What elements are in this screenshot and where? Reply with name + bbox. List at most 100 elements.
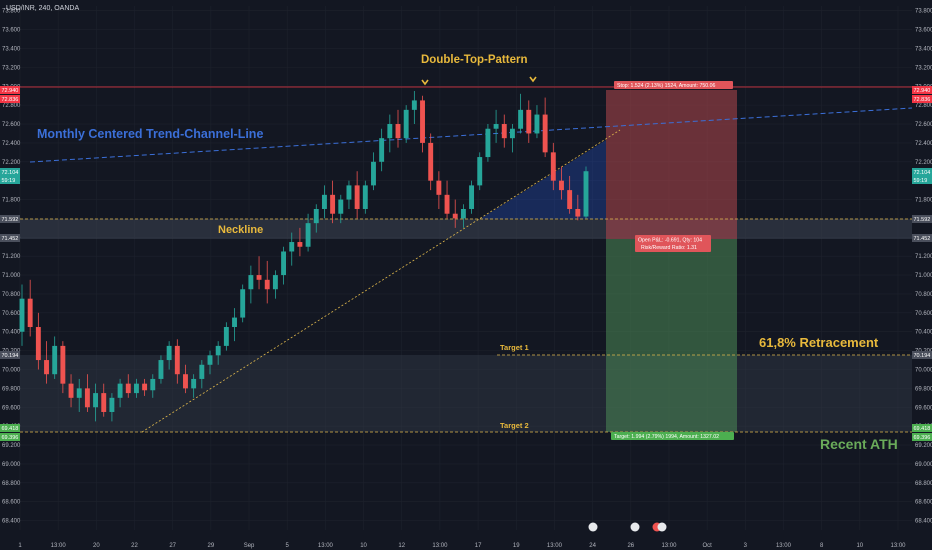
candle-body [395,124,401,139]
x-tick-label: 13:00 [432,543,448,549]
left-price-tags: 72.940 72.836 72.104 59:19 71.592 71.452 70.19… [0,86,20,441]
candle-body [133,383,139,394]
trend-channel-line[interactable] [29,107,913,163]
x-tick-label: 26 [627,543,634,549]
y-tick-label: 71.000 [915,273,932,279]
candle-body [518,109,524,129]
y-tick-label: 72.800 [915,103,932,109]
y-tick-label: 69.600 [915,405,932,411]
y-tick-label: 70.800 [915,292,932,298]
y-tick-label: 70.400 [2,330,21,336]
stop-label-box [614,81,733,89]
y-tick-label: 71.800 [2,198,21,204]
candle-body [150,378,156,391]
y-tick-label: 70.800 [2,292,21,298]
x-tick-label: 17 [475,543,482,549]
y-tick-label: 69.000 [2,462,21,468]
y-tick-label: 68.400 [915,519,932,525]
candle-body [460,208,466,219]
target-zone[interactable] [606,239,737,432]
price-tag [0,176,20,184]
target1-label: Target 1 [500,343,529,352]
target2-label: Target 2 [500,421,529,430]
candle-body [223,327,229,346]
price-tag-label: 71.452 [2,236,19,242]
candle-body [469,185,475,209]
y-tick-label: 71.000 [2,273,21,279]
y-tick-label: 68.400 [2,519,21,525]
candle-body [509,128,515,139]
x-tick-label: Sep [244,543,255,549]
candle-body [387,124,393,139]
candle-body [534,114,540,134]
candle-body [452,213,458,219]
event-icon[interactable] [657,522,667,532]
double-top-label: Double-Top-Pattern [421,54,527,66]
price-tag-label: 59:19 [2,178,16,184]
x-tick-label: 19 [513,543,520,549]
candle-body [338,199,344,214]
price-tag-label: 72.104 [2,170,19,176]
candle-body [84,388,90,408]
y-tick-label: 73.800 [915,9,932,15]
candles-group [19,90,589,422]
rr-label: Risk/Reward Ratio: 1.31 [641,245,697,251]
y-tick-label: 70.000 [2,367,21,373]
y-tick-label: 69.200 [2,443,21,449]
trend-channel-label: Monthly Centered Trend-Channel-Line [37,127,263,141]
x-tick-label: 20 [93,543,100,549]
price-tag [912,176,932,184]
y-tick-label: 69.800 [2,386,21,392]
y-tick-label: 73.400 [915,46,932,52]
time-axis[interactable]: 1 13:00 20 22 27 29 Sep 5 13:00 10 12 13:00 17 19 13:0… [18,543,906,549]
price-tag-label: 71.452 [914,236,931,242]
price-tag [0,433,20,441]
y-tick-label: 72.600 [2,122,21,128]
price-tag-label: 69.396 [914,435,931,441]
x-tick-label: 10 [360,543,367,549]
y-tick-label: 73.800 [2,9,21,15]
candle-body [76,388,82,398]
stop-zone[interactable] [606,90,737,239]
candle-body [403,109,409,139]
x-tick-label: 13:00 [547,543,563,549]
candle-body [215,345,221,356]
candle-body [493,124,499,129]
candle-body [60,345,66,384]
grid-lines [19,6,912,530]
candle-body [191,378,197,389]
x-tick-label: 3 [744,543,748,549]
price-tag-label: 69.396 [2,435,19,441]
price-tag-label: 72.940 [914,88,931,94]
price-tag-label: 72.940 [2,88,19,94]
y-tick-label: 73.600 [915,28,932,34]
candle-body [436,180,442,195]
y-tick-label: 72.400 [2,141,21,147]
y-tick-label: 69.000 [915,462,932,468]
event-icons[interactable] [588,522,667,532]
x-tick-label: Oct [702,543,712,549]
y-tick-label: 73.200 [2,65,21,71]
price-tag-label: 72.104 [914,170,931,176]
y-tick-label: 68.600 [915,500,932,506]
x-tick-label: 29 [208,543,215,549]
y-tick-label: 68.800 [2,481,21,487]
event-icon[interactable] [588,522,598,532]
candle-body [281,251,287,276]
stop-label: Stop: 1.524 (2.13%) 1524, Amount: 750.06 [617,83,715,89]
pnl-label-box [635,235,711,252]
y-tick-label: 70.600 [2,311,21,317]
price-tag-label: 71.592 [2,217,19,223]
x-tick-label: 5 [286,543,290,549]
y-tick-label: 73.400 [2,46,21,52]
retracement-zone [20,355,912,432]
y-tick-label: 72.200 [915,160,932,166]
candle-body [174,345,180,375]
price-tag [912,351,932,359]
candle-body [256,275,262,280]
y-tick-label: 72.400 [915,141,932,147]
event-icon[interactable] [630,522,640,532]
candle-body [379,138,385,162]
price-tag-label: 69.418 [914,426,931,432]
